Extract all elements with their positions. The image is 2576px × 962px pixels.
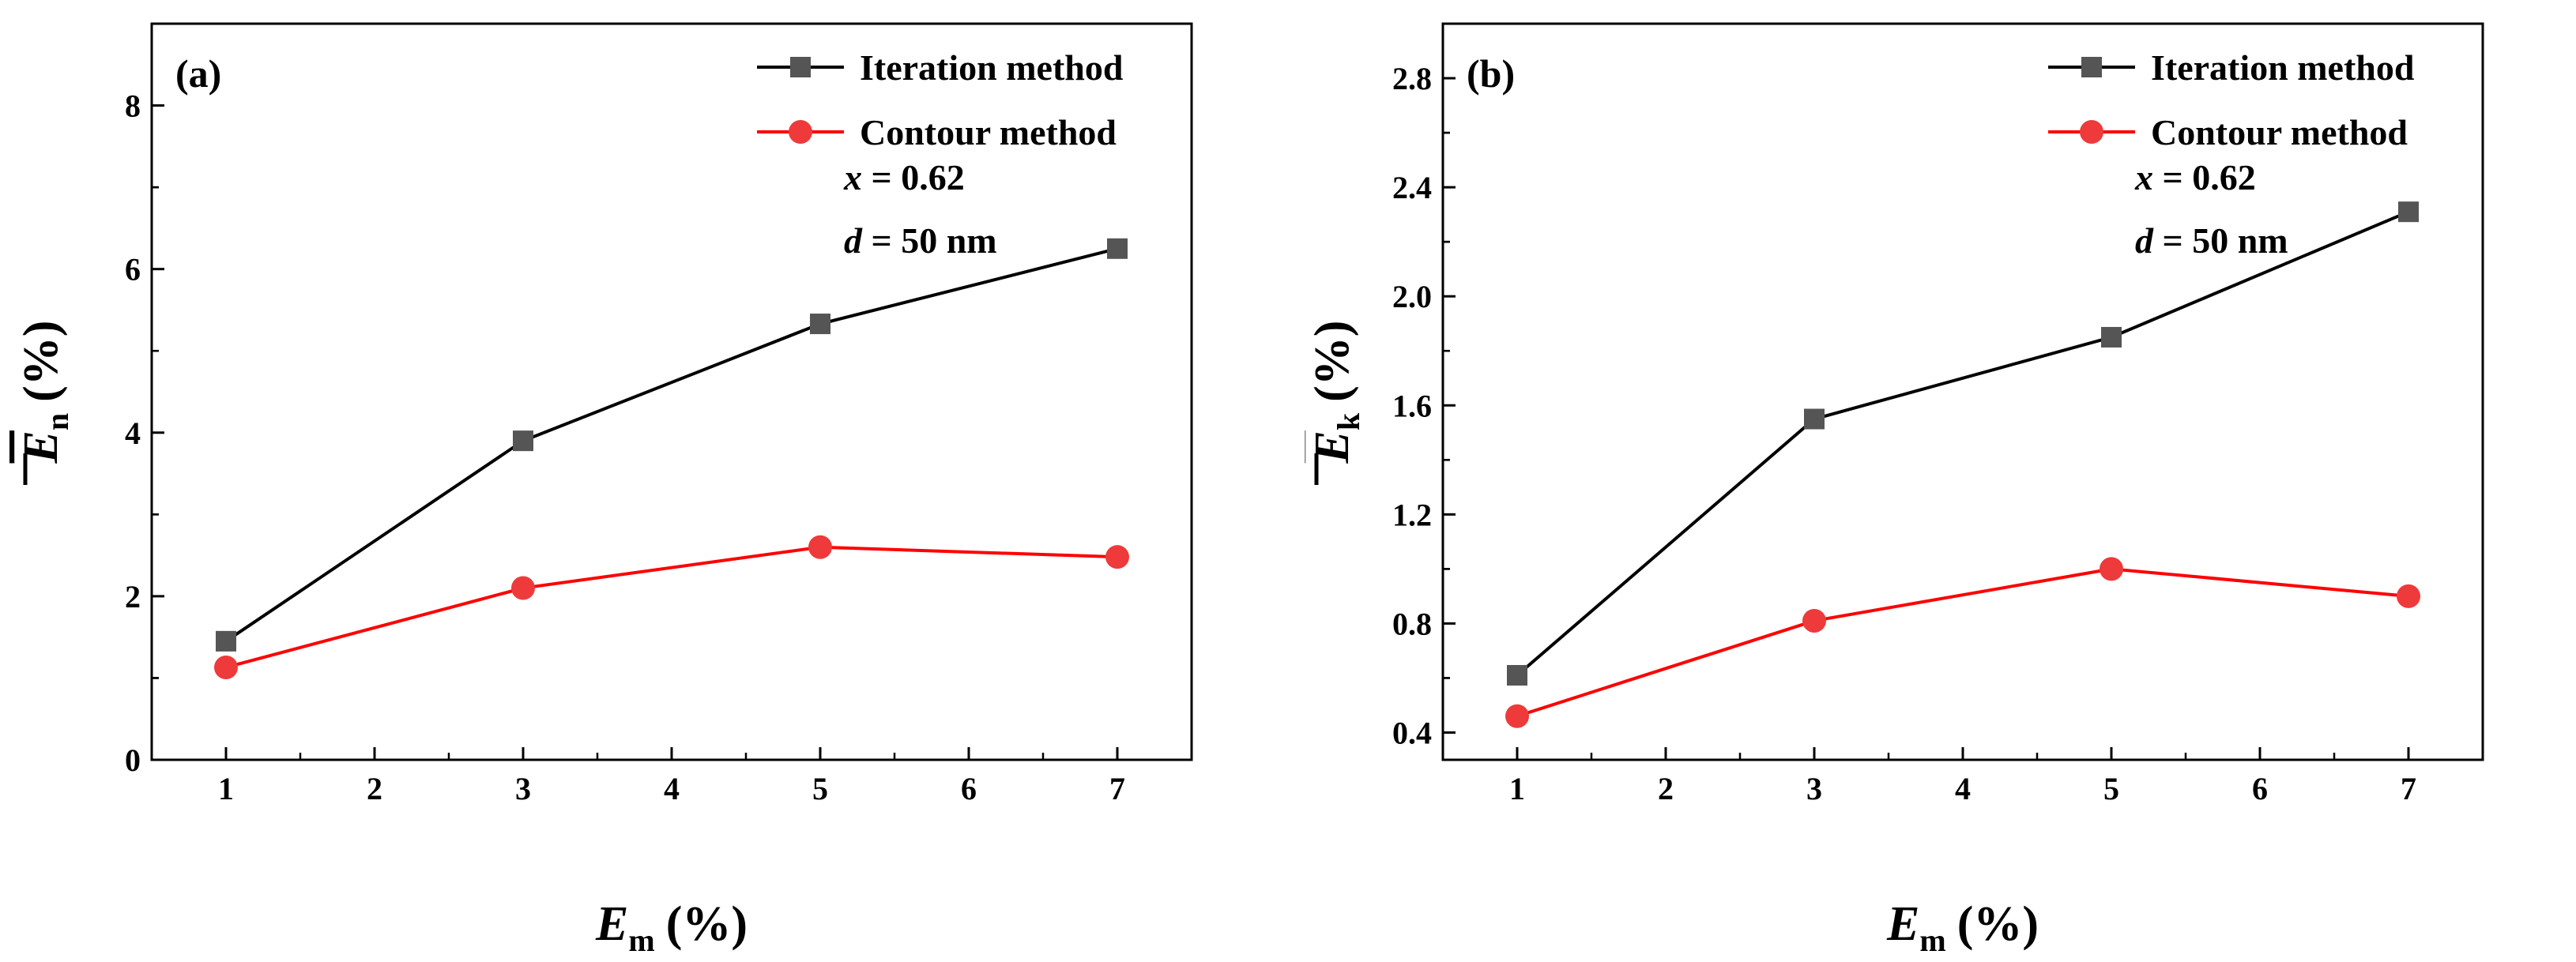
y-tick-label: 6	[125, 252, 141, 287]
x-tick-label: 7	[2401, 771, 2416, 806]
x-axis-symbol: E	[595, 897, 628, 951]
x-tick-label: 5	[2103, 771, 2119, 806]
y-tick-label: 1.6	[1392, 388, 1432, 423]
x-tick-label: 2	[1658, 771, 1674, 806]
contour-point	[511, 576, 535, 600]
iteration-point	[513, 430, 533, 452]
iteration-series-line	[224, 246, 1118, 643]
y-tick-label: 1.2	[1392, 497, 1432, 532]
iteration-point	[216, 630, 236, 652]
contour-point	[1802, 608, 1826, 633]
x-axis-subscript: m	[1919, 923, 1945, 958]
contour-point	[2100, 557, 2123, 581]
y-tick-label: 0.8	[1392, 606, 1432, 641]
x-tick-label: 6	[961, 771, 977, 806]
annotation-x: x = 0.62	[2134, 157, 2256, 197]
y-tick-label: 4	[125, 415, 141, 451]
contour-legend-marker	[789, 120, 812, 144]
x-axis-unit: (%)	[666, 897, 748, 951]
contour-point	[2397, 584, 2420, 608]
iteration-legend-label: Iteration method	[2151, 47, 2415, 88]
contour-series-line	[1516, 567, 2409, 718]
annotation-d-symbol: d	[844, 220, 863, 261]
y-tick-label: 2	[125, 579, 141, 614]
y-axis-unit: (%)	[1305, 321, 1359, 402]
contour-legend-label: Contour method	[860, 112, 1117, 152]
contour-point	[808, 535, 832, 559]
y-axis-subscript: n	[40, 413, 75, 430]
y-tick-label: 8	[125, 88, 141, 124]
iteration-series-line	[1516, 210, 2409, 677]
contour-point	[1505, 704, 1529, 728]
x-tick-label: 2	[367, 771, 382, 806]
iteration-point	[2101, 326, 2122, 348]
y-tick-label: 0	[125, 742, 141, 778]
annotation-d-value: = 50 nm	[2163, 220, 2288, 261]
x-axis-title: Em (%)	[595, 897, 748, 958]
x-axis-symbol: E	[1886, 897, 1919, 951]
y-tick-label: 2.0	[1392, 279, 1432, 314]
panel-label: (b)	[1467, 51, 1515, 96]
annotation-d-value: = 50 nm	[872, 220, 997, 261]
annotation-d-symbol: d	[2135, 220, 2154, 261]
annotation-space	[862, 157, 872, 197]
x-tick-label: 1	[218, 771, 234, 806]
iteration-legend-marker	[790, 57, 811, 77]
annotation-space	[862, 220, 872, 261]
x-axis-unit: (%)	[1957, 897, 2039, 951]
iteration-legend-label: Iteration method	[860, 47, 1124, 88]
annotation-d: d = 50 nm	[844, 220, 997, 261]
x-axis-title: Em (%)	[1886, 897, 2039, 958]
contour-point	[1105, 545, 1129, 569]
x-tick-label: 7	[1109, 771, 1125, 806]
x-tick-label: 4	[664, 771, 680, 806]
contour-legend-label: Contour method	[2151, 112, 2408, 152]
contour-legend-marker	[2080, 120, 2103, 144]
iteration-point	[1107, 238, 1128, 259]
y-tick-label: 0.4	[1392, 715, 1432, 750]
x-axis-subscript: m	[628, 923, 654, 958]
x-tick-label: 6	[2252, 771, 2268, 806]
annotation-d: d = 50 nm	[2135, 220, 2288, 261]
y-tick-label: 2.8	[1392, 61, 1432, 96]
x-tick-label: 3	[515, 771, 531, 806]
x-tick-label: 5	[812, 771, 828, 806]
annotation-x-symbol: x	[2134, 157, 2153, 197]
contour-point	[214, 655, 238, 679]
annotation-space	[2153, 220, 2163, 261]
iteration-legend-marker	[2081, 57, 2102, 77]
annotation-x-value: = 0.62	[872, 157, 965, 197]
x-tick-label: 4	[1955, 771, 1971, 806]
y-axis-symbol: E	[1305, 430, 1359, 464]
panel-label: (a)	[175, 51, 221, 96]
chart-panel-a: 1 2 3 4 5 6 7 0 2 4 6 8 Em (%) En (%) (a) Iteration metho…	[14, 22, 1193, 958]
y-axis-title: En (%)	[14, 321, 75, 464]
chart-panel-b: 1 2 3 4 5 6 7 0.4 0.8 1.2 1.6 2.0 2.4 2.8 Em (%) Ek (%) (b…	[1305, 22, 2484, 958]
annotation-space	[2153, 157, 2163, 197]
iteration-point	[1507, 664, 1527, 686]
contour-series-line	[225, 545, 1118, 669]
x-tick-label: 3	[1806, 771, 1822, 806]
y-axis-unit: (%)	[14, 321, 68, 402]
x-tick-label: 1	[1509, 771, 1525, 806]
annotation-x: x = 0.62	[843, 157, 965, 197]
iteration-point	[810, 314, 830, 335]
y-tick-label: 2.4	[1392, 170, 1432, 205]
y-axis-symbol: E	[14, 430, 68, 464]
y-axis-title: Ek (%)	[1305, 321, 1366, 464]
iteration-point	[2398, 201, 2419, 223]
iteration-point	[1804, 408, 1825, 430]
y-axis-subscript: k	[1331, 412, 1366, 430]
annotation-x-value: = 0.62	[2163, 157, 2256, 197]
annotation-x-symbol: x	[843, 157, 862, 197]
